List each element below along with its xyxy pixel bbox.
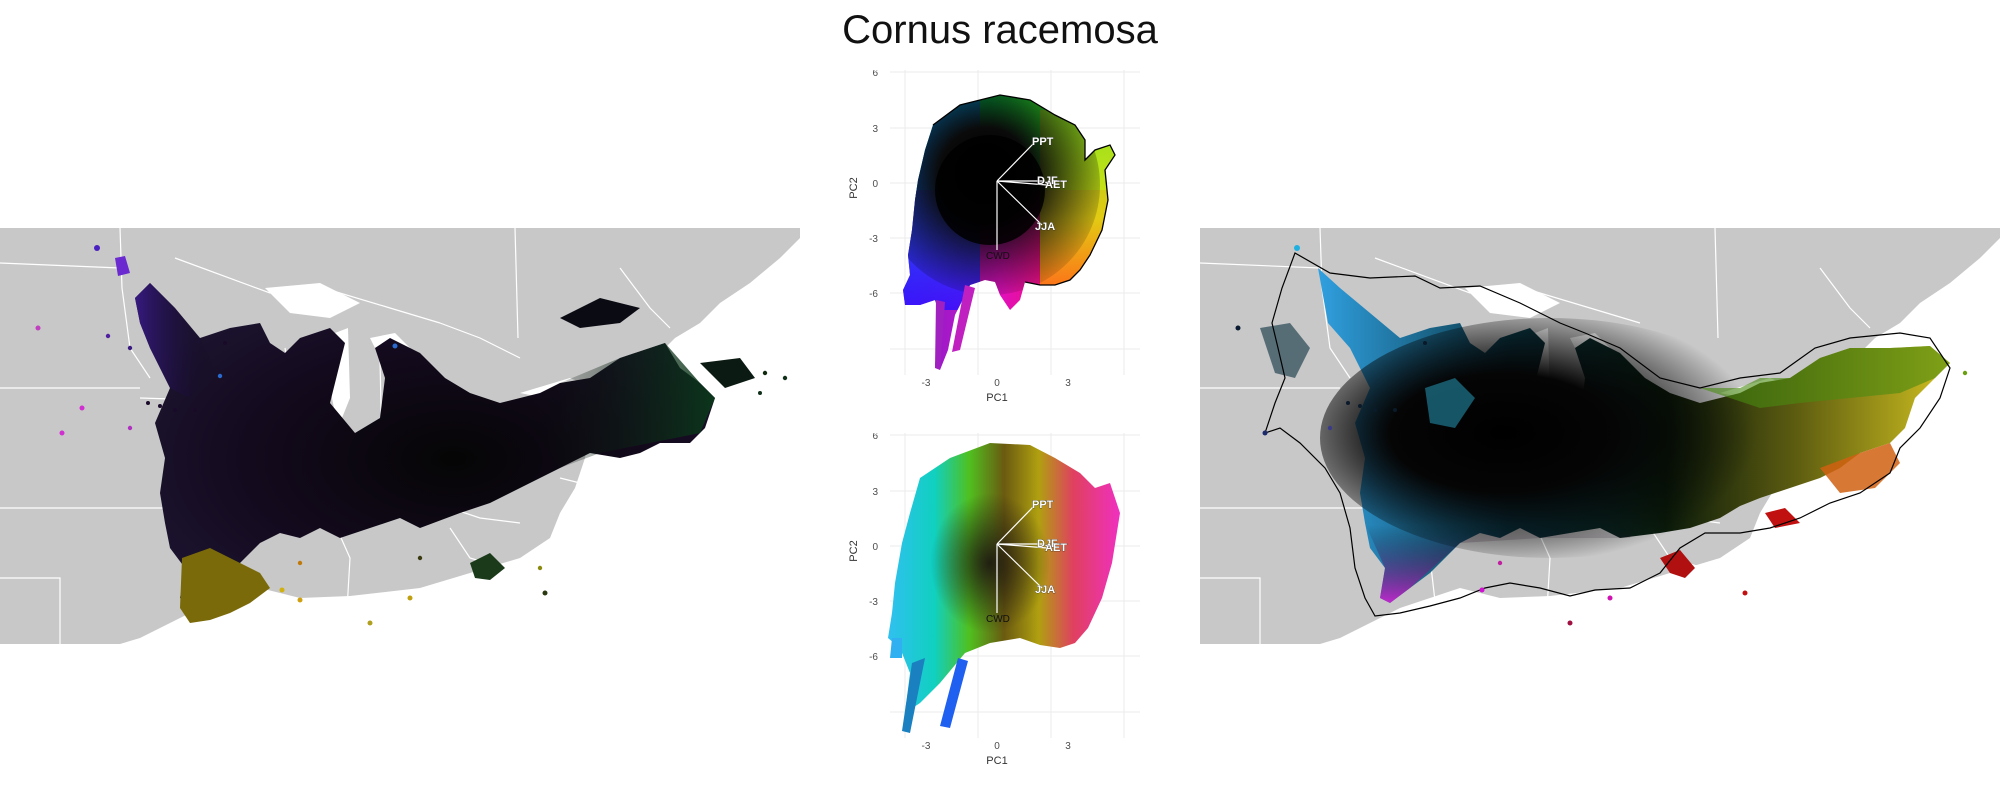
svg-text:0: 0 <box>872 542 878 553</box>
pca-bottom-vector-labels: PPT DJF AET JJA CWD <box>986 499 1068 625</box>
pca-panel-bottom: PPT DJF AET JJA CWD 6 3 0 -3 -6 -3 0 3 P… <box>840 433 1170 793</box>
pca-top-y-ticks: 6 3 0 -3 -6 <box>869 70 878 300</box>
vector-label: CWD <box>986 614 1010 625</box>
svg-text:6: 6 <box>872 70 878 79</box>
right-map-svg <box>1200 228 2000 644</box>
vector-label: AET <box>1045 542 1067 554</box>
y-axis-title: PC2 <box>848 540 860 561</box>
vector-label: DJF <box>1037 538 1058 550</box>
y-axis-title: PC2 <box>848 177 860 198</box>
species-range <box>1260 268 1950 603</box>
svg-text:0: 0 <box>872 179 878 190</box>
vector-label: DJF <box>1037 175 1058 187</box>
pca-top-x-ticks: -3 0 3 <box>922 378 1072 389</box>
figure-title: Cornus racemosa <box>842 8 1158 52</box>
vector-label: PPT <box>1032 499 1054 511</box>
svg-text:3: 3 <box>1065 378 1071 389</box>
svg-text:0: 0 <box>994 741 1000 752</box>
pca-top-vectors <box>996 142 1048 250</box>
svg-text:-3: -3 <box>869 234 878 245</box>
outlier-points <box>1235 245 1968 626</box>
svg-text:3: 3 <box>872 124 878 135</box>
left-range-map <box>0 228 800 644</box>
species-range <box>115 256 755 623</box>
svg-text:0: 0 <box>994 378 1000 389</box>
vector-label: JJA <box>1035 584 1055 596</box>
pca-bottom-x-ticks: -3 0 3 <box>922 741 1072 752</box>
outlier-points <box>35 245 788 626</box>
pca-bottom-vectors <box>996 505 1048 613</box>
pca-top-streaks <box>935 285 975 370</box>
pca-bottom-cloud <box>888 443 1120 733</box>
convex-hull <box>1264 252 1951 617</box>
vector-label: JJA <box>1035 221 1055 233</box>
svg-text:-3: -3 <box>922 378 931 389</box>
pca-top-cloud <box>903 95 1115 370</box>
svg-text:-6: -6 <box>869 652 878 663</box>
vector-label: PPT <box>1032 136 1054 148</box>
svg-text:-3: -3 <box>922 741 931 752</box>
svg-text:6: 6 <box>872 433 878 442</box>
x-axis-title: PC1 <box>986 755 1007 767</box>
left-map-svg <box>0 228 800 644</box>
svg-text:3: 3 <box>1065 741 1071 752</box>
svg-text:-6: -6 <box>869 289 878 300</box>
vector-label: AET <box>1045 179 1067 191</box>
svg-text:3: 3 <box>872 487 878 498</box>
pca-top-svg: PPT DJF AET JJA CWD 6 3 0 -3 -6 -3 0 3 P… <box>848 70 1140 404</box>
svg-text:-3: -3 <box>869 597 878 608</box>
pca-top-vector-labels: PPT DJF AET JJA CWD <box>986 136 1068 262</box>
pca-bottom-svg: PPT DJF AET JJA CWD 6 3 0 -3 -6 -3 0 3 P… <box>848 433 1140 767</box>
x-axis-title: PC1 <box>986 392 1007 404</box>
vector-label: CWD <box>986 251 1010 262</box>
pca-top-hull <box>932 94 1116 286</box>
pca-bottom-y-ticks: 6 3 0 -3 -6 <box>869 433 878 663</box>
pca-panel-top: PPT DJF AET JJA CWD 6 3 0 -3 -6 -3 0 3 P… <box>840 70 1170 430</box>
right-range-map <box>1200 228 2000 644</box>
